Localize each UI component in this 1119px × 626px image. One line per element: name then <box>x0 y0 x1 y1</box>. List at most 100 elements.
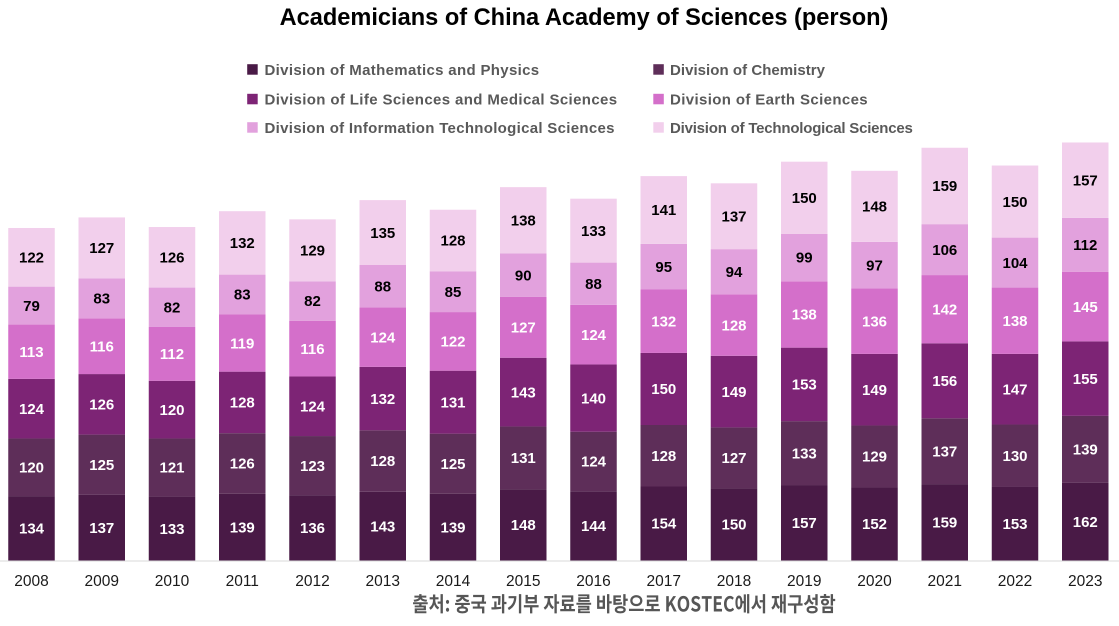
svg-text:138: 138 <box>1002 313 1027 330</box>
svg-text:83: 83 <box>234 287 251 304</box>
svg-text:85: 85 <box>445 284 462 301</box>
svg-text:138: 138 <box>792 307 817 324</box>
svg-text:82: 82 <box>304 293 321 310</box>
svg-text:119: 119 <box>230 335 254 352</box>
svg-text:Division of Life Sciences and: Division of Life Sciences and Medical Sc… <box>265 91 618 108</box>
svg-text:128: 128 <box>370 453 395 470</box>
svg-text:134: 134 <box>19 521 45 538</box>
svg-text:125: 125 <box>89 457 114 474</box>
svg-text:153: 153 <box>792 377 817 394</box>
svg-text:2014: 2014 <box>436 573 471 590</box>
svg-text:155: 155 <box>1073 371 1098 388</box>
svg-text:150: 150 <box>792 190 817 207</box>
svg-text:148: 148 <box>511 517 536 534</box>
svg-text:90: 90 <box>515 267 532 284</box>
svg-text:132: 132 <box>651 313 676 330</box>
svg-text:128: 128 <box>230 395 255 412</box>
svg-text:95: 95 <box>655 259 672 276</box>
svg-text:141: 141 <box>651 202 676 219</box>
svg-text:122: 122 <box>440 334 465 351</box>
svg-text:133: 133 <box>792 445 817 462</box>
svg-text:150: 150 <box>651 381 676 398</box>
svg-text:150: 150 <box>721 517 746 534</box>
svg-text:130: 130 <box>1002 448 1027 465</box>
svg-text:139: 139 <box>440 519 465 536</box>
svg-text:125: 125 <box>440 456 465 473</box>
svg-text:135: 135 <box>370 225 395 242</box>
svg-text:2008: 2008 <box>14 573 48 590</box>
svg-text:112: 112 <box>160 346 184 363</box>
svg-text:137: 137 <box>932 443 957 460</box>
svg-text:129: 129 <box>300 243 325 260</box>
svg-text:143: 143 <box>370 518 395 535</box>
svg-text:128: 128 <box>721 317 746 334</box>
svg-text:140: 140 <box>581 390 606 407</box>
svg-text:Division of Information Techno: Division of Information Technological Sc… <box>265 120 615 137</box>
svg-text:Division of Mathematics and Ph: Division of Mathematics and Physics <box>265 62 540 79</box>
svg-text:150: 150 <box>1002 194 1027 211</box>
svg-text:157: 157 <box>1073 172 1098 189</box>
svg-text:124: 124 <box>370 329 396 346</box>
svg-text:94: 94 <box>726 264 743 281</box>
svg-text:138: 138 <box>511 213 536 230</box>
svg-text:97: 97 <box>866 257 883 274</box>
svg-text:106: 106 <box>932 242 957 259</box>
svg-text:131: 131 <box>511 450 536 467</box>
svg-text:145: 145 <box>1073 299 1098 316</box>
svg-text:122: 122 <box>19 250 44 267</box>
svg-text:149: 149 <box>862 382 887 399</box>
svg-text:154: 154 <box>651 516 677 533</box>
svg-text:132: 132 <box>370 391 395 408</box>
svg-text:Division of Chemistry: Division of Chemistry <box>670 62 826 79</box>
svg-text:2011: 2011 <box>226 573 259 590</box>
svg-text:2023: 2023 <box>1068 573 1102 590</box>
svg-text:124: 124 <box>581 454 607 471</box>
svg-text:116: 116 <box>300 341 324 358</box>
svg-text:132: 132 <box>230 235 255 252</box>
svg-text:147: 147 <box>1002 381 1027 398</box>
svg-text:124: 124 <box>581 327 607 344</box>
svg-text:152: 152 <box>862 516 887 533</box>
svg-text:129: 129 <box>862 449 887 466</box>
svg-text:2010: 2010 <box>155 573 190 590</box>
svg-text:88: 88 <box>585 276 602 293</box>
svg-text:104: 104 <box>1002 255 1028 272</box>
svg-text:153: 153 <box>1002 516 1027 533</box>
svg-text:120: 120 <box>19 459 44 476</box>
svg-text:139: 139 <box>1073 441 1098 458</box>
svg-text:120: 120 <box>159 402 184 419</box>
svg-text:149: 149 <box>721 384 746 401</box>
svg-text:2016: 2016 <box>576 573 610 590</box>
svg-text:159: 159 <box>932 515 957 532</box>
svg-text:127: 127 <box>89 240 114 257</box>
svg-text:156: 156 <box>932 373 957 390</box>
svg-text:131: 131 <box>440 394 465 411</box>
svg-text:133: 133 <box>581 223 606 240</box>
svg-text:148: 148 <box>862 199 887 216</box>
svg-text:126: 126 <box>230 456 255 473</box>
svg-text:128: 128 <box>651 448 676 465</box>
svg-text:124: 124 <box>19 401 45 418</box>
svg-text:83: 83 <box>93 291 110 308</box>
svg-text:82: 82 <box>164 299 181 316</box>
svg-text:142: 142 <box>932 301 957 318</box>
svg-text:136: 136 <box>300 520 325 537</box>
svg-text:136: 136 <box>862 313 887 330</box>
svg-text:159: 159 <box>932 178 957 195</box>
svg-text:113: 113 <box>19 344 43 361</box>
svg-text:Division of Technological Scie: Division of Technological Sciences <box>670 120 913 137</box>
svg-text:2019: 2019 <box>787 573 821 590</box>
svg-text:139: 139 <box>230 519 255 536</box>
svg-text:127: 127 <box>511 319 536 336</box>
svg-text:99: 99 <box>796 250 813 267</box>
svg-text:2018: 2018 <box>717 573 751 590</box>
svg-text:2021: 2021 <box>928 573 962 590</box>
svg-text:88: 88 <box>374 278 391 295</box>
svg-text:124: 124 <box>300 398 326 415</box>
svg-text:2015: 2015 <box>506 573 540 590</box>
svg-text:123: 123 <box>300 458 325 475</box>
svg-text:162: 162 <box>1073 514 1098 531</box>
svg-text:157: 157 <box>792 515 817 532</box>
svg-text:133: 133 <box>159 521 184 538</box>
svg-text:2009: 2009 <box>85 573 119 590</box>
